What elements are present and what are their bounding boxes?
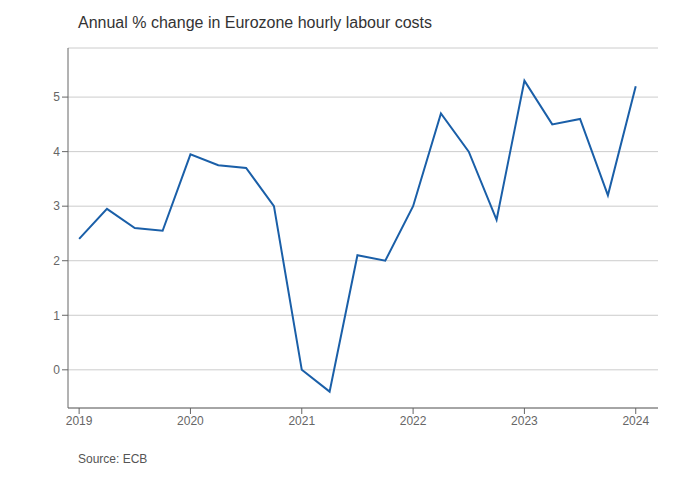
svg-text:2020: 2020 [177,414,204,428]
svg-text:4: 4 [53,145,60,159]
html-text:Annual % change in Eurozone ho: Annual % change in Eurozone hourly labou… [78,14,432,31]
svg-text:1: 1 [53,309,60,323]
svg-text:2019: 2019 [66,414,93,428]
svg-text:2021: 2021 [288,414,315,428]
svg-text:2022: 2022 [400,414,427,428]
svg-text:2023: 2023 [511,414,538,428]
svg-text:5: 5 [53,90,60,104]
svg-text:0: 0 [53,363,60,377]
svg-text:2: 2 [53,254,60,268]
svg-text:2024: 2024 [622,414,649,428]
svg-text:3: 3 [53,199,60,213]
html-text:Source: ECB: Source: ECB [78,452,148,466]
